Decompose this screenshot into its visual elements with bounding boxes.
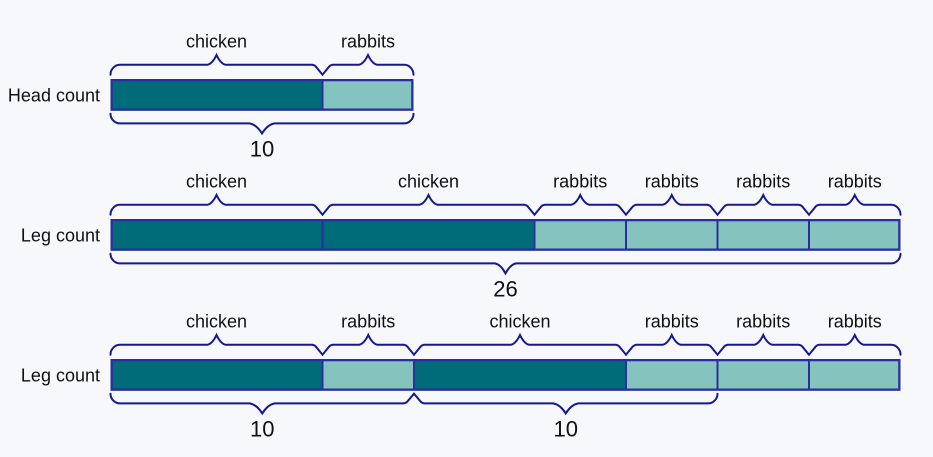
svg-text:rabbits: rabbits <box>736 172 790 192</box>
svg-text:Leg count: Leg count <box>21 225 100 245</box>
svg-text:rabbits: rabbits <box>645 172 699 192</box>
svg-text:rabbits: rabbits <box>736 312 790 332</box>
svg-text:chicken: chicken <box>186 172 247 192</box>
svg-text:rabbits: rabbits <box>553 172 607 192</box>
svg-text:rabbits: rabbits <box>828 312 882 332</box>
svg-text:chicken: chicken <box>186 312 247 332</box>
svg-text:10: 10 <box>250 417 274 442</box>
svg-text:chicken: chicken <box>489 312 550 332</box>
svg-text:26: 26 <box>493 277 517 302</box>
svg-text:Leg count: Leg count <box>21 365 100 385</box>
svg-text:rabbits: rabbits <box>645 312 699 332</box>
svg-text:rabbits: rabbits <box>341 312 395 332</box>
svg-text:rabbits: rabbits <box>341 32 395 52</box>
svg-text:Head count: Head count <box>8 85 100 105</box>
svg-text:10: 10 <box>250 137 274 162</box>
svg-text:chicken: chicken <box>398 172 459 192</box>
svg-text:10: 10 <box>554 417 578 442</box>
svg-text:chicken: chicken <box>186 32 247 52</box>
svg-text:rabbits: rabbits <box>828 172 882 192</box>
